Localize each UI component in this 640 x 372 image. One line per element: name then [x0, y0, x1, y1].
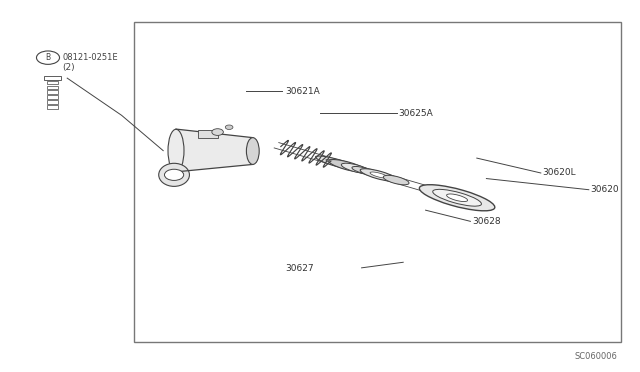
Bar — [47, 100, 58, 104]
Ellipse shape — [341, 163, 371, 173]
Ellipse shape — [383, 175, 409, 185]
Ellipse shape — [225, 125, 233, 129]
Text: 30628: 30628 — [472, 217, 501, 226]
Ellipse shape — [316, 156, 359, 170]
Text: 30620L: 30620L — [543, 169, 577, 177]
Text: 08121-0251E: 08121-0251E — [62, 53, 118, 62]
Text: 30625A: 30625A — [399, 109, 433, 118]
Bar — [47, 81, 58, 84]
Ellipse shape — [433, 189, 481, 206]
Bar — [47, 95, 58, 99]
Text: 30621A: 30621A — [285, 87, 319, 96]
Text: B: B — [45, 53, 51, 62]
Text: 30620: 30620 — [591, 185, 620, 194]
Ellipse shape — [212, 129, 223, 135]
Ellipse shape — [419, 185, 495, 211]
Text: 30627: 30627 — [285, 264, 314, 273]
Bar — [198, 130, 218, 138]
Ellipse shape — [360, 169, 397, 181]
Bar — [134, 22, 621, 342]
Ellipse shape — [326, 159, 349, 167]
Text: (2): (2) — [62, 63, 75, 72]
Bar — [47, 90, 58, 94]
Ellipse shape — [329, 160, 365, 172]
Bar — [47, 86, 58, 89]
Ellipse shape — [159, 163, 189, 186]
Ellipse shape — [447, 194, 468, 202]
Ellipse shape — [352, 166, 373, 174]
Ellipse shape — [370, 172, 387, 178]
Polygon shape — [176, 129, 253, 172]
Bar — [47, 105, 58, 109]
Ellipse shape — [168, 129, 184, 172]
Bar — [44, 76, 61, 80]
Ellipse shape — [246, 138, 259, 164]
Circle shape — [164, 169, 184, 180]
Text: SC060006: SC060006 — [575, 352, 618, 361]
